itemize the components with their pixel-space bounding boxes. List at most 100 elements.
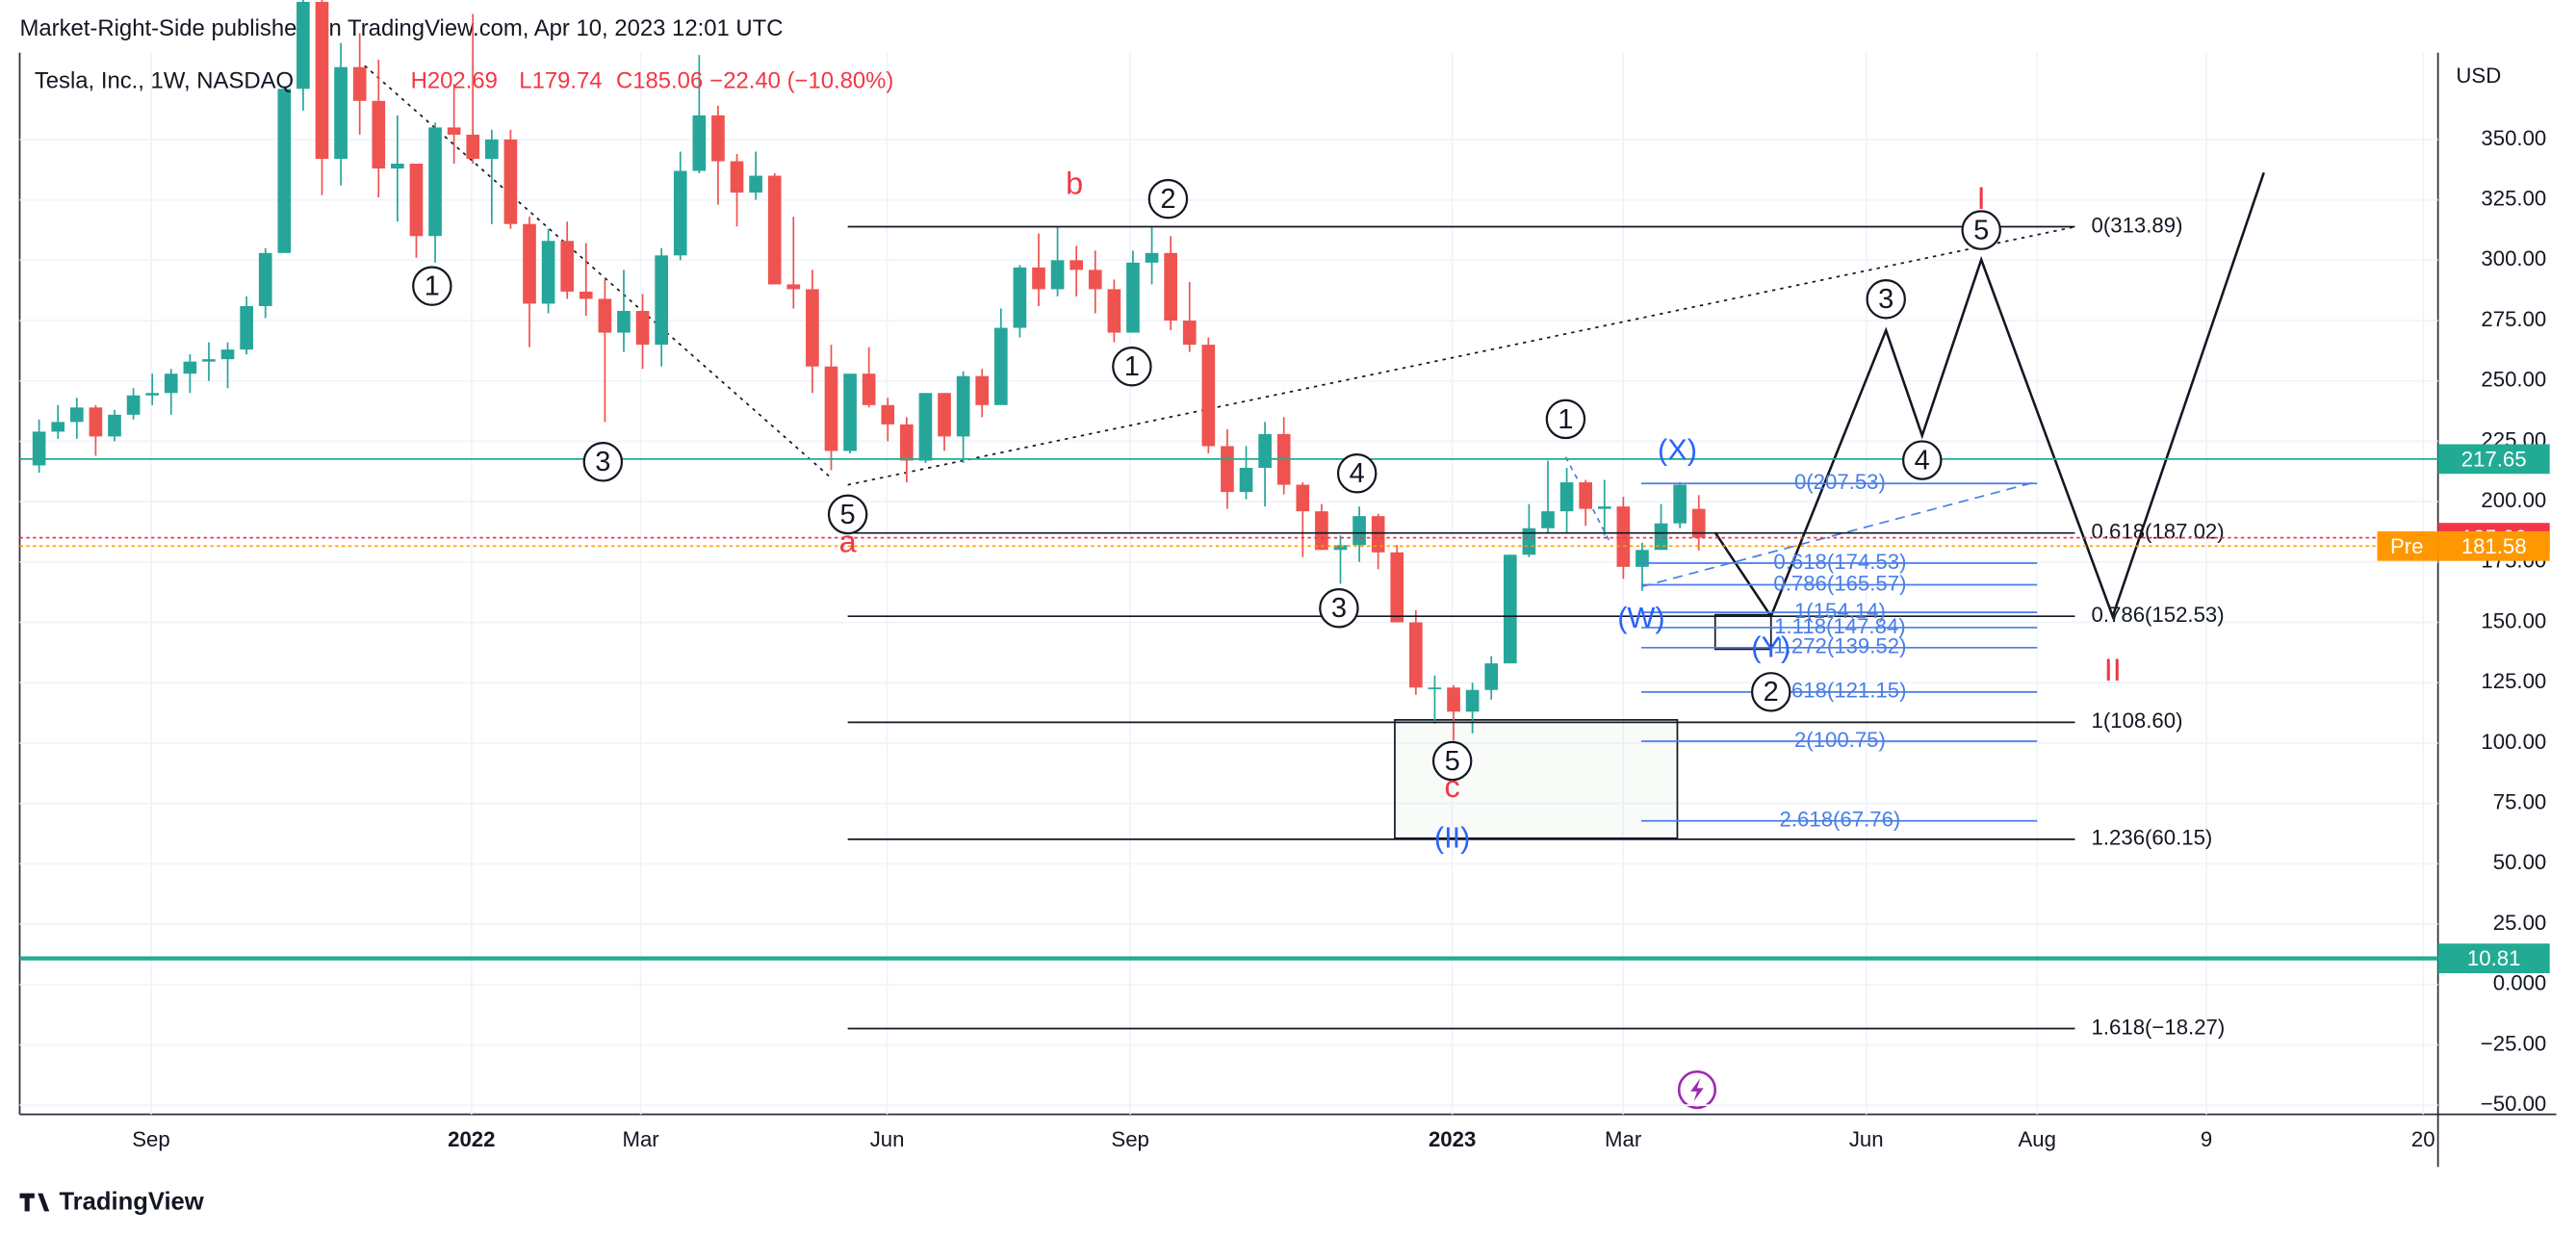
wave-label-blue: (W) [1617,601,1664,634]
candle-body [503,139,518,224]
price-tag-label: 181.58 [2461,534,2527,558]
x-tick-label: Mar [622,1127,659,1151]
x-tick-label: Jun [870,1127,905,1151]
wave-circle [1751,672,1791,712]
candle-body [1636,550,1649,567]
candle-body [881,404,895,425]
candle-body [1333,545,1348,551]
fib-ext-label: 1.618(121.15) [1773,679,1906,703]
candle-body [334,66,348,159]
candle-body [1541,511,1555,528]
fib-label: 1.618(−18.27) [2092,1015,2226,1039]
wave-label-blue: (Y) [1751,631,1790,664]
candle-body [617,310,631,333]
fib-ext-label: 1.118(147.84) [1774,614,1905,638]
candle-body [1201,345,1216,447]
candle-body [975,375,990,405]
candle-body [1484,663,1499,690]
candle-body [183,361,197,374]
candle-body [1221,446,1234,493]
wave-label: 4 [1915,445,1930,476]
legend-close: C185.06 [616,68,703,94]
wave-circle [827,494,868,535]
candle-body [711,115,725,162]
candle-body [598,298,612,333]
candle-body [1522,528,1536,555]
y-tick-label: 325.00 [2481,186,2546,210]
candle-body [956,375,970,437]
candle-body [466,134,480,159]
candle-body [164,373,178,394]
y-tick-label: 50.00 [2493,850,2547,874]
candle-body [391,164,404,169]
wave-circle [1866,279,1906,320]
wave-label: 3 [1331,593,1347,624]
candle-body [1616,506,1631,567]
candle-body [1239,468,1253,493]
candle-body [918,393,933,461]
candle-body [126,395,141,415]
lightning-icon [1677,1069,1717,1110]
wave-label-blue: (II) [1434,821,1471,855]
candle-body [655,255,668,346]
fib-ext-label: 1.272(139.52) [1773,634,1906,658]
candle-body [220,349,235,360]
x-tick-label: Aug [2018,1127,2055,1151]
wave-circle [1147,178,1189,219]
candle-body [202,359,216,362]
candle-body [938,393,951,437]
wave-label: 3 [595,447,610,477]
candle-body [1032,267,1045,290]
candle-body [993,327,1008,405]
fib-ext-label: 0.618(174.53) [1773,550,1906,574]
candle-body [372,100,386,169]
candle-body [409,164,424,237]
candle-body [523,223,536,304]
candle-body [824,366,838,451]
candle-body [1315,511,1328,551]
candle-body [1654,523,1668,551]
target-box [1713,613,1772,651]
candle-body [1050,260,1065,290]
x-tick-label: 2022 [448,1127,495,1151]
candle-body [1088,270,1102,290]
wave-circle [1112,347,1152,387]
legend-high: H202.69 [411,68,498,94]
fib-label: 1.236(60.15) [2092,826,2213,850]
trend-line [1640,480,2038,588]
candle-body [749,175,762,193]
candle-body [1126,262,1140,333]
candle-body [1182,321,1197,346]
wave-label: 4 [1350,458,1365,489]
y-tick-label: 25.00 [2493,911,2547,935]
wave-label: 2 [1160,184,1175,215]
fib-ext-label: 1(154.14) [1794,599,1886,623]
candle-body [277,89,292,253]
candle-body [1428,687,1442,689]
candle-body [1673,484,1687,524]
candle-body [560,241,575,292]
candle-body [1069,260,1084,270]
wave-label-red: I [1977,181,1986,216]
price-tag-label: 10.81 [2467,946,2521,970]
price-tag [2437,530,2550,561]
candle-body [862,373,876,405]
wave-label: 5 [1445,746,1460,777]
footer-brand: TradingView [59,1189,203,1216]
wave-circle [1902,440,1943,480]
y-tick-label: 100.00 [2481,730,2546,754]
fib-label: 0(313.89) [2092,213,2183,237]
candle-body [806,289,819,367]
candle-body [1390,552,1404,623]
legend-change: −22.40 (−10.80%) [709,68,893,94]
y-tick-label: 75.00 [2493,789,2547,813]
currency: USD [2456,64,2501,88]
candle-body [1579,482,1592,509]
wave-label: 1 [1124,351,1140,382]
candle-body [843,373,857,451]
price-tag [2437,943,2550,973]
grid [19,52,2438,1115]
wave-label: 5 [1973,215,1989,245]
y-tick-label: −50.00 [2481,1092,2546,1116]
wave-label: 1 [425,270,440,301]
